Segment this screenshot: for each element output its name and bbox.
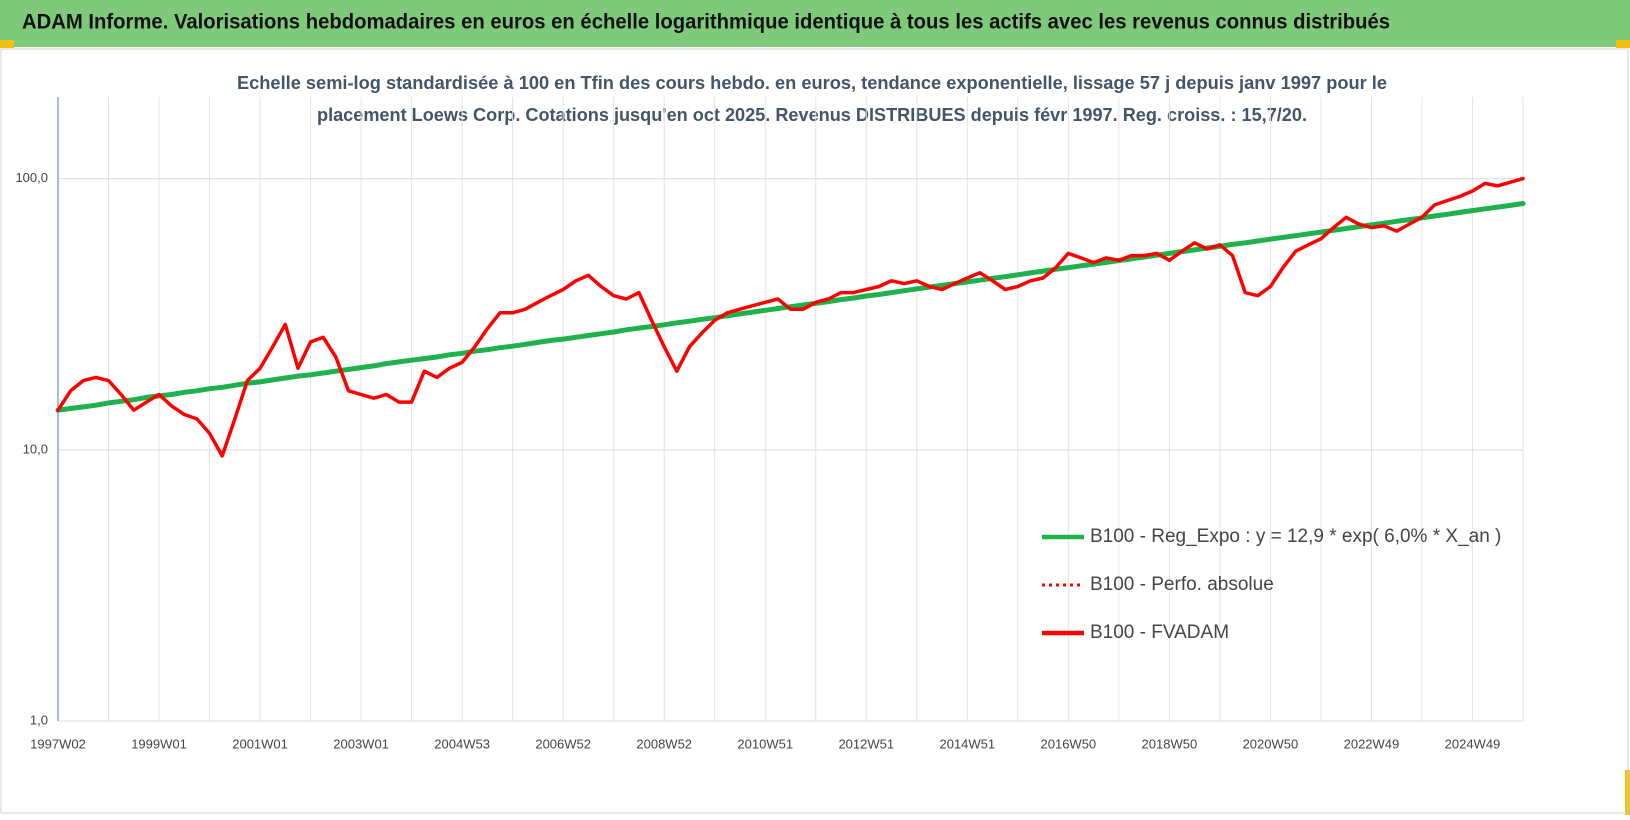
x-tick-label: 2004W53 (434, 736, 490, 751)
x-tick-label: 2020W50 (1243, 736, 1299, 751)
x-tick-label: 2010W51 (737, 736, 793, 751)
x-tick-label: 2003W01 (333, 736, 389, 751)
corner-mark (1616, 40, 1630, 48)
series-line (56, 176, 1525, 458)
y-tick-label: 10,0 (23, 441, 48, 456)
chart-subtitle: Echelle semi-log standardisée à 100 en T… (237, 73, 1387, 93)
legend-label: B100 - Perfo. absolue (1090, 574, 1274, 595)
x-tick-label: 2018W50 (1142, 736, 1198, 751)
x-tick-label: 1997W02 (30, 736, 86, 751)
chart-subtitle: placement Loews Corp. Cotations jusqu'en… (317, 105, 1307, 125)
y-tick-label: 1,0 (30, 712, 48, 727)
x-tick-label: 2022W49 (1344, 736, 1400, 751)
corner-mark (0, 40, 14, 48)
x-tick-label: 2016W50 (1041, 736, 1097, 751)
x-tick-label: 1999W01 (131, 736, 187, 751)
legend-label: B100 - Reg_Expo : y = 12,9 * exp( 6,0% *… (1090, 526, 1501, 547)
x-tick-label: 2014W51 (939, 736, 995, 751)
header-bar (0, 0, 1630, 47)
x-tick-label: 2001W01 (232, 736, 288, 751)
x-tick-label: 2006W52 (535, 736, 591, 751)
legend-label: B100 - FVADAM (1090, 622, 1229, 643)
x-tick-label: 2012W51 (838, 736, 894, 751)
series-line (55, 201, 1526, 413)
x-tick-label: 2024W49 (1445, 736, 1501, 751)
header-title: ADAM Informe. Valorisations hebdomadaire… (22, 11, 1390, 34)
chart-frame (0, 48, 1629, 814)
y-tick-label: 100,0 (15, 170, 48, 185)
x-tick-label: 2008W52 (636, 736, 692, 751)
